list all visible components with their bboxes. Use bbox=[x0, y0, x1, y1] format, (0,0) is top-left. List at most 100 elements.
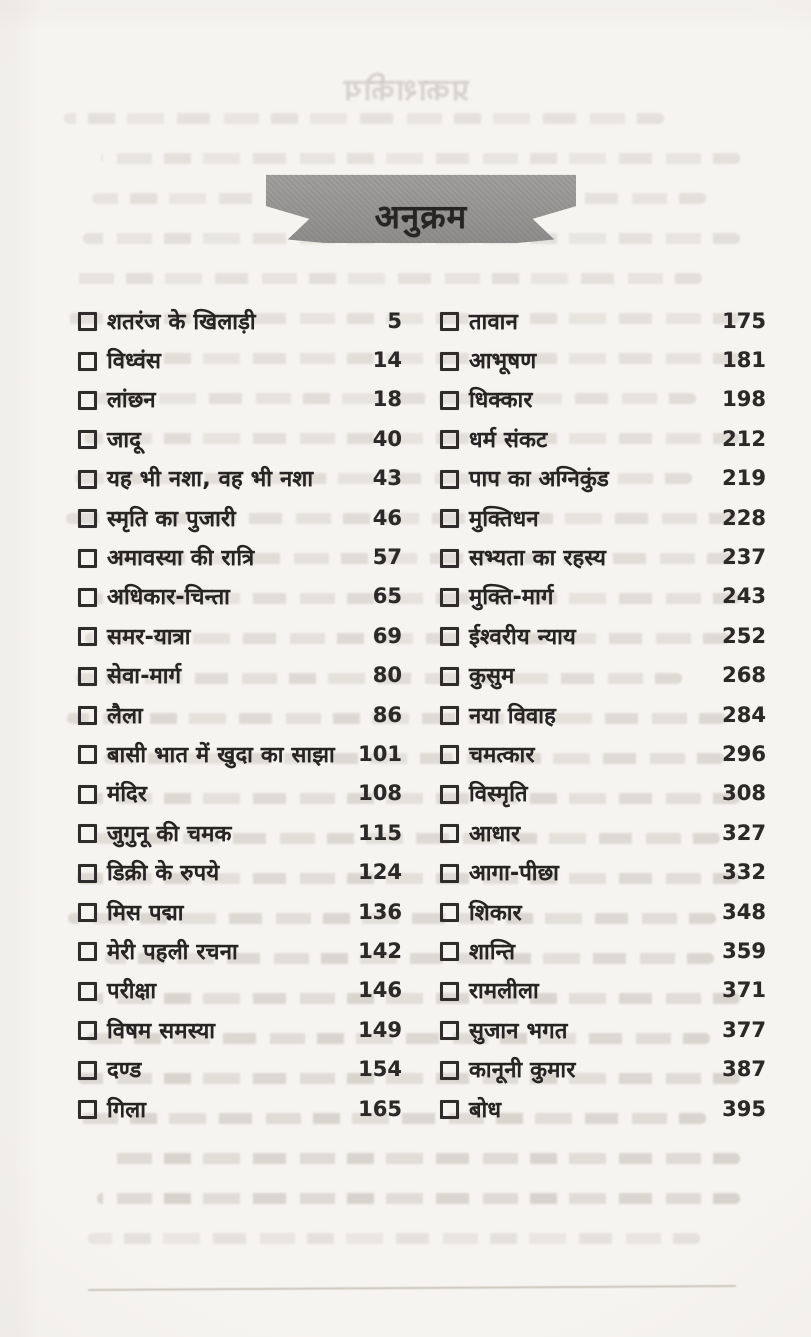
toc-row: विध्वंस 14 bbox=[78, 340, 402, 379]
square-bullet-icon bbox=[78, 390, 97, 410]
toc-row: मिस पद्मा 136 bbox=[78, 892, 402, 931]
square-bullet-icon bbox=[78, 706, 97, 726]
square-bullet-icon bbox=[78, 1021, 97, 1041]
toc-row: आगा-पीछा 332 bbox=[440, 852, 766, 891]
toc-row: बासी भात में खुदा का साझा 101 bbox=[78, 734, 402, 773]
page-number: 359 bbox=[722, 938, 766, 963]
page-number: 243 bbox=[722, 584, 766, 609]
toc-row: गिला 165 bbox=[78, 1089, 402, 1128]
square-bullet-icon bbox=[78, 784, 97, 804]
square-bullet-icon bbox=[440, 666, 459, 686]
toc-row: दण्ड 154 bbox=[78, 1049, 402, 1088]
toc-row: नया विवाह 284 bbox=[440, 695, 766, 734]
page-number: 165 bbox=[358, 1096, 402, 1121]
toc-row: सभ्यता का रहस्य 237 bbox=[440, 537, 766, 576]
toc-row: धिक्कार 198 bbox=[440, 380, 766, 419]
chapter-title: धिक्कार bbox=[469, 388, 533, 414]
square-bullet-icon bbox=[440, 824, 459, 844]
square-bullet-icon bbox=[78, 1060, 97, 1080]
toc-row: डिक्री के रुपये 124 bbox=[78, 852, 402, 891]
chapter-title: कुसुम bbox=[469, 664, 515, 690]
page-number: 124 bbox=[358, 860, 402, 885]
chapter-title: आधार bbox=[469, 821, 521, 847]
square-bullet-icon bbox=[440, 430, 459, 450]
chapter-title: ईश्वरीय न्याय bbox=[469, 624, 577, 650]
toc-row: मुक्ति-मार्ग 243 bbox=[440, 577, 766, 616]
square-bullet-icon bbox=[78, 942, 97, 962]
toc-row: मंदिर 108 bbox=[78, 774, 402, 813]
page-number: 308 bbox=[722, 781, 766, 806]
toc-row: सुजान भगत 377 bbox=[440, 1010, 766, 1049]
square-bullet-icon bbox=[440, 1100, 459, 1119]
chapter-title: यह भी नशा, वह भी नशा bbox=[107, 467, 314, 493]
chapter-title: स्मृति का पुजारी bbox=[107, 506, 236, 532]
chapter-title: शिकार bbox=[469, 900, 522, 926]
chapter-title: सभ्यता का रहस्य bbox=[469, 546, 607, 572]
square-bullet-icon bbox=[440, 627, 459, 647]
chapter-title: चमत्कार bbox=[469, 742, 535, 768]
square-bullet-icon bbox=[78, 430, 97, 450]
page-number: 332 bbox=[722, 860, 766, 885]
chapter-title: सेवा-मार्ग bbox=[107, 664, 182, 690]
page-number: 18 bbox=[372, 387, 402, 412]
page-number: 146 bbox=[358, 978, 402, 1003]
page-number: 86 bbox=[372, 702, 402, 727]
toc-row: धर्म संकट 212 bbox=[440, 419, 766, 458]
chapter-title: डिक्री के रुपये bbox=[107, 861, 220, 887]
chapter-title: जुगुनू की चमक bbox=[107, 821, 232, 847]
square-bullet-icon bbox=[78, 509, 97, 529]
square-bullet-icon bbox=[78, 903, 97, 923]
toc-row: सेवा-मार्ग 80 bbox=[78, 656, 402, 695]
toc-row: तावान 175 bbox=[440, 301, 766, 340]
page-number: 115 bbox=[358, 820, 402, 845]
square-bullet-icon bbox=[440, 351, 459, 371]
page-number: 327 bbox=[722, 820, 766, 845]
toc-row: स्मृति का पुजारी 46 bbox=[78, 498, 402, 537]
page-number: 5 bbox=[387, 308, 402, 333]
toc-row: आधार 327 bbox=[440, 813, 766, 852]
square-bullet-icon bbox=[78, 824, 97, 844]
square-bullet-icon bbox=[440, 981, 459, 1001]
toc-row: आभूषण 181 bbox=[440, 340, 766, 379]
toc-row: परीक्षा 146 bbox=[78, 971, 402, 1010]
toc-row: अमावस्या की रात्रि 57 bbox=[78, 537, 402, 576]
chapter-title: आगा-पीछा bbox=[469, 861, 560, 887]
toc-row: अधिकार-चिन्ता 65 bbox=[78, 577, 402, 616]
page-number: 101 bbox=[358, 741, 402, 766]
page-number: 219 bbox=[722, 466, 766, 491]
square-bullet-icon bbox=[78, 981, 97, 1001]
square-bullet-icon bbox=[78, 587, 97, 607]
square-bullet-icon bbox=[440, 587, 459, 607]
square-bullet-icon bbox=[440, 548, 459, 568]
page-number: 43 bbox=[372, 466, 402, 491]
chapter-title: मंदिर bbox=[107, 782, 148, 808]
toc-row: शतरंज के खिलाड़ी 5 bbox=[78, 301, 402, 340]
chapter-title: लांछन bbox=[107, 388, 156, 414]
chapter-title: विषम समस्या bbox=[107, 1018, 216, 1044]
page-title: अनुक्रम bbox=[374, 197, 468, 236]
square-bullet-icon bbox=[440, 312, 459, 332]
toc-column-left: शतरंज के खिलाड़ी 5 विध्वंस 14 लांछन 18 जादू 40 य… bbox=[78, 301, 402, 1128]
chapter-title: परीक्षा bbox=[107, 979, 157, 1005]
page-number: 395 bbox=[722, 1096, 766, 1121]
page-number: 212 bbox=[722, 426, 766, 451]
chapter-title: विध्वंस bbox=[107, 349, 162, 375]
page-number: 40 bbox=[372, 426, 402, 451]
chapter-title: अमावस्या की रात्रि bbox=[107, 546, 255, 572]
bleed-through-text-line bbox=[74, 273, 702, 284]
page-number: 237 bbox=[722, 545, 766, 570]
page-number: 142 bbox=[358, 938, 402, 963]
chapter-title: जादू bbox=[107, 427, 142, 453]
bleed-through-text-line bbox=[101, 153, 740, 164]
chapter-title: धर्म संकट bbox=[469, 427, 548, 453]
chapter-title: अधिकार-चिन्ता bbox=[107, 585, 231, 611]
square-bullet-icon bbox=[440, 1060, 459, 1080]
square-bullet-icon bbox=[78, 1100, 97, 1119]
toc-row: पाप का अग्निकुंड 219 bbox=[440, 459, 766, 498]
page-number: 175 bbox=[722, 308, 766, 333]
square-bullet-icon bbox=[78, 548, 97, 568]
square-bullet-icon bbox=[440, 469, 459, 489]
page-number: 14 bbox=[372, 348, 402, 373]
bleed-through-text-line bbox=[64, 113, 664, 124]
page-number: 57 bbox=[372, 545, 402, 570]
